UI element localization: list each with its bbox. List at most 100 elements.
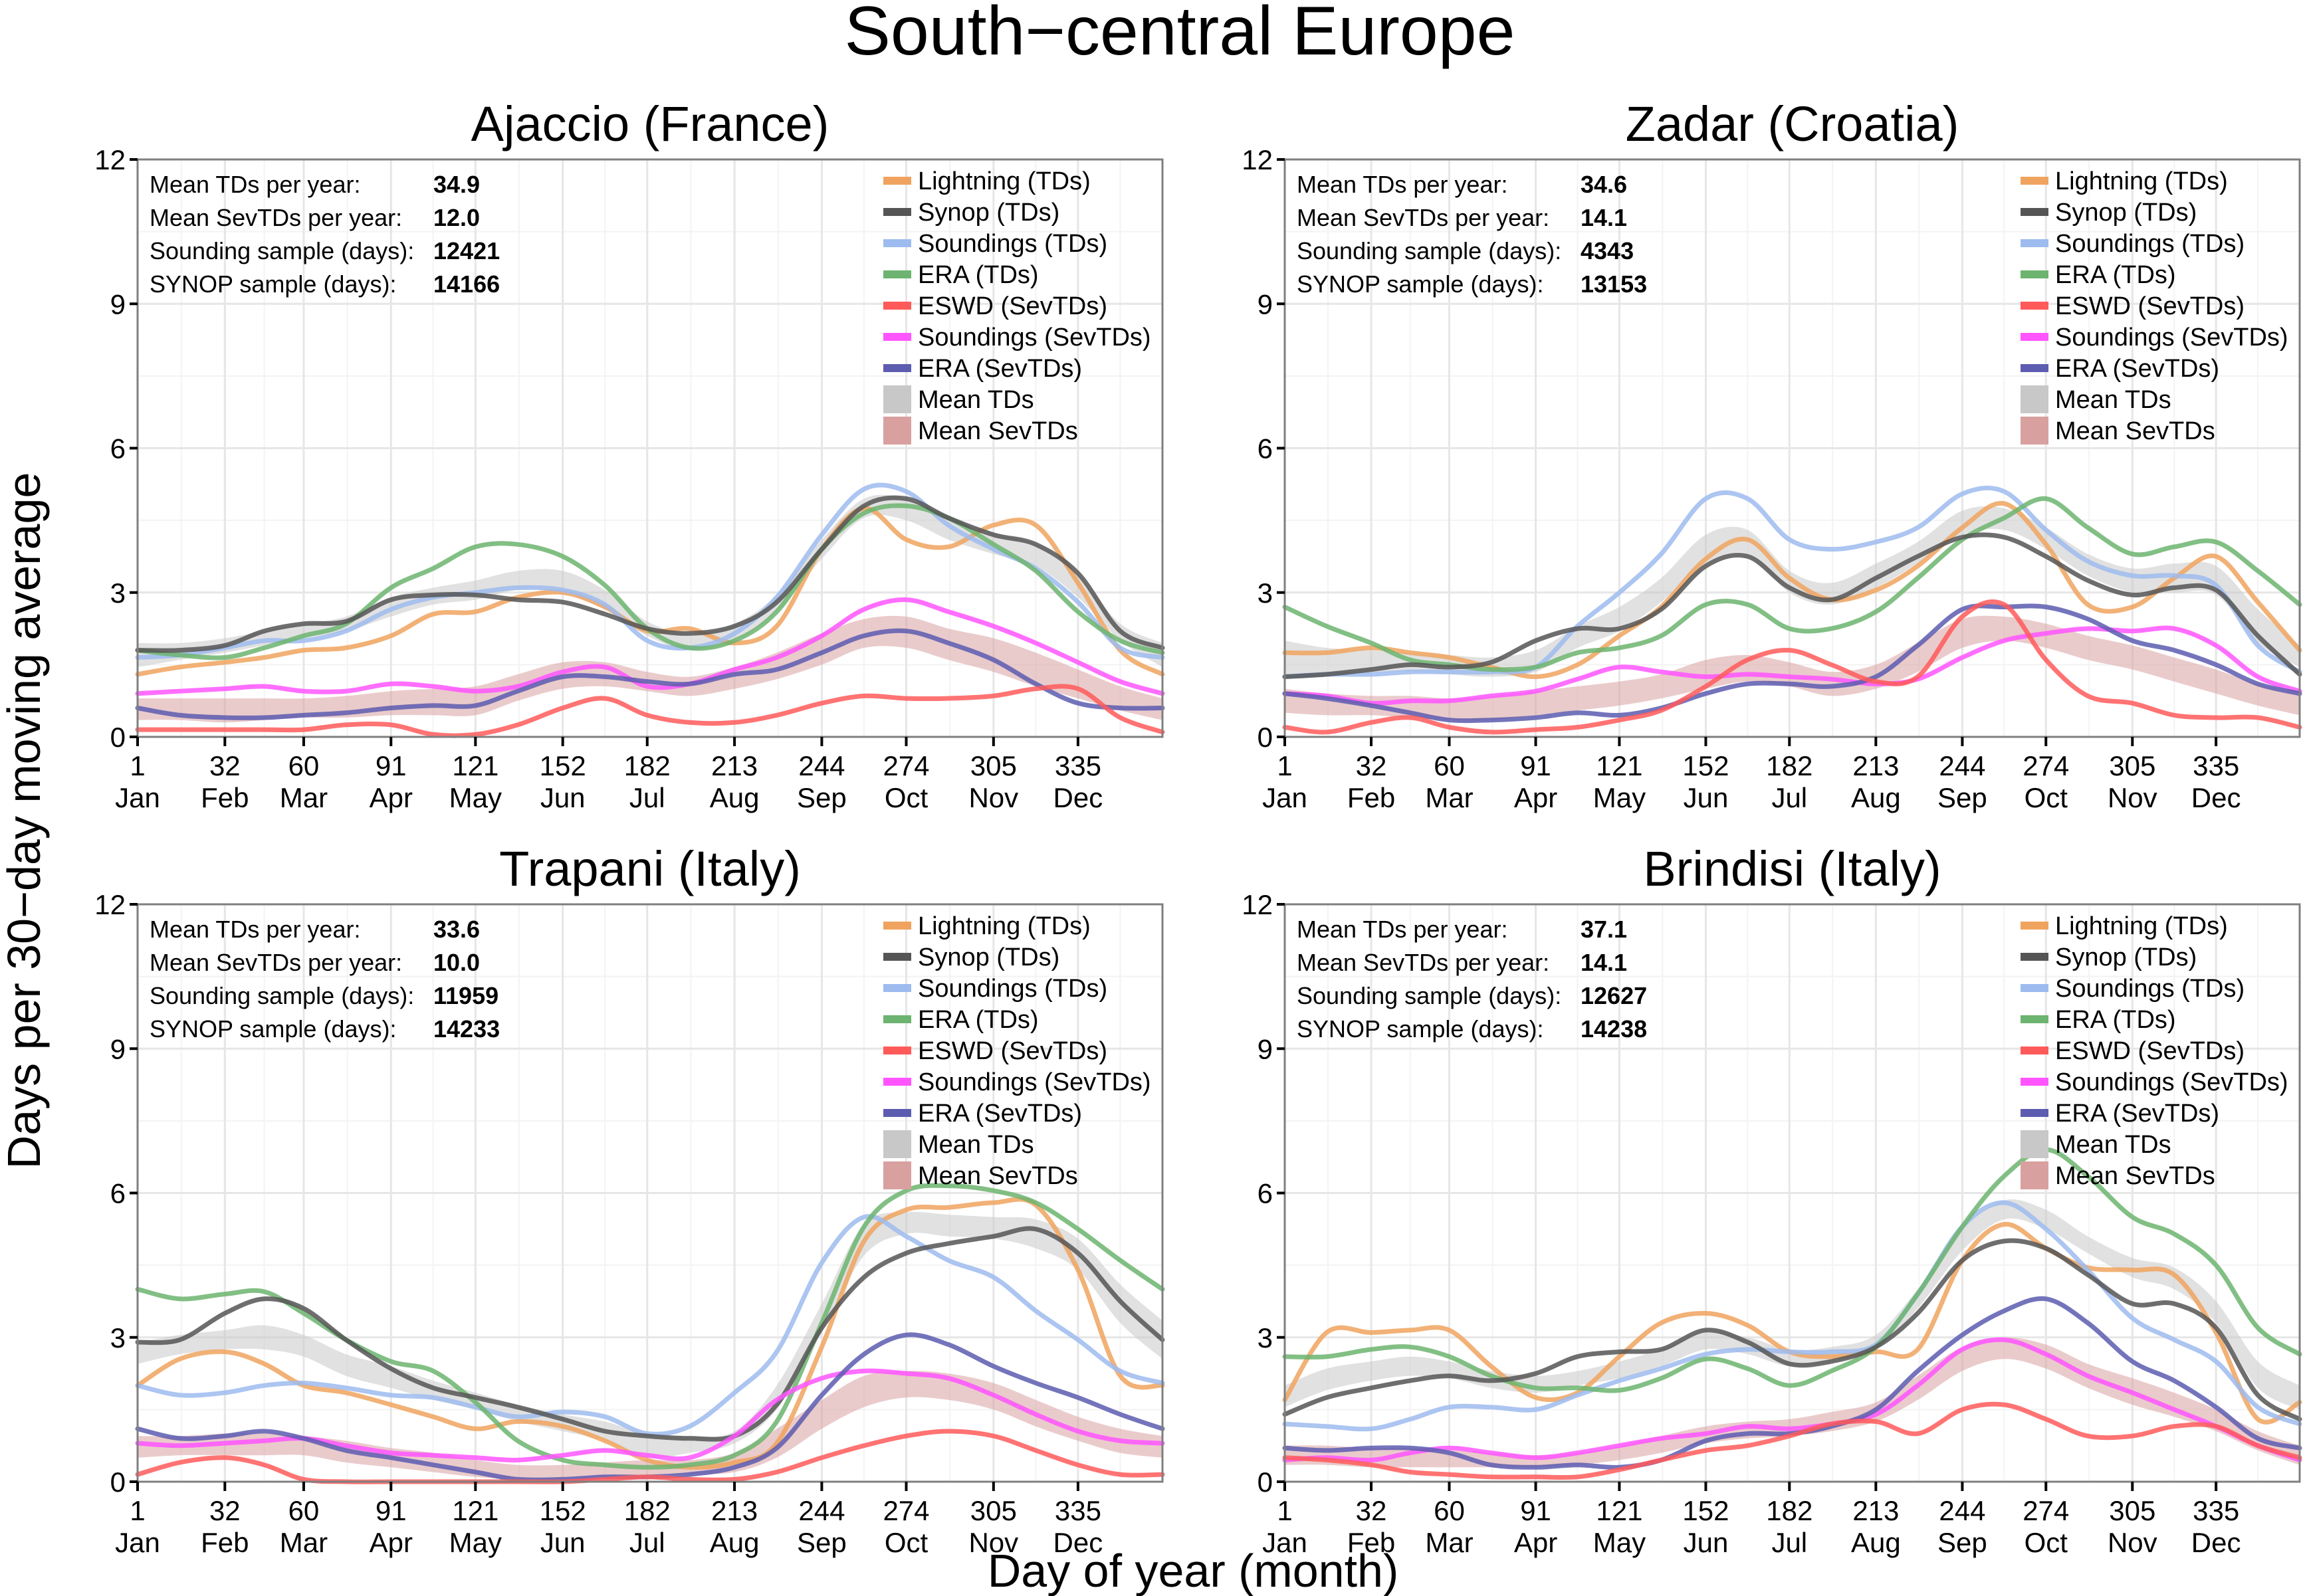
x-tick-label-month: Sep [1937, 782, 1987, 813]
x-tick-label-day: 244 [1939, 750, 1985, 781]
legend-label: ERA (TDs) [918, 1006, 1039, 1034]
legend-key-line [883, 1078, 911, 1086]
y-tick-label: 0 [1258, 722, 1273, 753]
x-tick-label-month: Jul [629, 1527, 665, 1558]
legend-item-era: ERA (TDs) [2021, 1006, 2176, 1034]
legend-key-line [883, 239, 911, 247]
legend-label: Mean SevTDs [918, 1162, 1078, 1190]
series-line-soundings-sev [135, 597, 1165, 696]
legend-key-line [2021, 177, 2048, 185]
x-tick-label-day: 244 [798, 1495, 845, 1526]
legend-item-era-sev: ERA (SevTDs) [2021, 355, 2219, 383]
x-tick-label-day: 60 [288, 1495, 320, 1526]
stat-value-sounding-sample: 4343 [1581, 237, 1634, 264]
x-axis-title: Day of year (month) [988, 1545, 1399, 1596]
legend-key-line [2021, 922, 2048, 930]
stats-annotation: Mean TDs per year: 37.1 Mean SevTDs per ye… [1297, 916, 1647, 1043]
x-tick-label-month: Feb [1347, 782, 1395, 813]
legend-item-era: ERA (TDs) [2021, 261, 2176, 289]
y-tick-label: 12 [1242, 889, 1273, 920]
legend-label: ESWD (SevTDs) [2055, 292, 2245, 320]
series-line-era [135, 1183, 1165, 1470]
x-tick-label-month: Oct [2025, 782, 2068, 813]
x-tick-label-month: Jul [1771, 782, 1807, 813]
legend-key-line [2021, 364, 2048, 372]
legend-label: Mean SevTDs [2055, 1162, 2215, 1190]
legend-label: Mean TDs [918, 1131, 1034, 1159]
legend-item-eswd-sev: ESWD (SevTDs) [883, 1037, 1107, 1065]
legend-key-line [2021, 953, 2048, 961]
series-line-eswd-sev [1282, 599, 2302, 735]
legend-label: Synop (TDs) [918, 944, 1059, 971]
x-tick-label-day: 152 [540, 750, 586, 781]
x-tick-label-month: Mar [280, 782, 328, 813]
x-tick-label-month: May [1593, 782, 1646, 813]
legend-key-line [2021, 1109, 2048, 1117]
legend-key-band [883, 1161, 911, 1189]
x-tick-label-month: Jan [115, 1527, 160, 1558]
legend-item-era: ERA (TDs) [883, 261, 1039, 289]
stat-label-mean-tds: Mean TDs per year: [1297, 171, 1507, 198]
legend-label: Soundings (SevTDs) [2055, 1068, 2288, 1096]
x-tick-label-day: 213 [1852, 750, 1899, 781]
stat-value-mean-tds: 34.6 [1581, 171, 1627, 198]
x-tick-label-month: Nov [2108, 1527, 2157, 1558]
series-line-era [1282, 496, 2302, 672]
series-line-eswd-sev [1282, 1401, 2302, 1480]
series-line-lightning [1282, 1222, 2302, 1425]
main-title: South−central Europe [845, 0, 1515, 70]
x-tick-label-day: 182 [624, 1495, 671, 1526]
x-tick-label-month: Dec [2191, 782, 2241, 813]
legend-item-synop: Synop (TDs) [2021, 944, 2197, 971]
stat-value-mean-tds: 33.6 [433, 916, 480, 943]
series-line-synop [1282, 1238, 2302, 1422]
legend-key-line [883, 1015, 911, 1023]
legend-key-line [883, 270, 911, 278]
y-tick-label: 9 [110, 288, 126, 320]
x-tick-label-day: 152 [540, 1495, 586, 1526]
legend-label: ERA (SevTDs) [2055, 355, 2219, 383]
x-tick-label-month: Aug [710, 782, 760, 813]
y-tick-label: 0 [1258, 1466, 1273, 1498]
legend-item-mean-tds: Mean TDs [2021, 385, 2171, 414]
panel-title: Zadar (Croatia) [1626, 96, 1959, 151]
legend-key-line [2021, 1078, 2048, 1086]
legend-item-mean-tds: Mean TDs [883, 385, 1034, 414]
stat-label-mean-sevtds: Mean SevTDs per year: [1297, 204, 1549, 231]
y-tick-label: 6 [110, 1178, 126, 1209]
x-tick-label-day: 32 [1356, 750, 1387, 781]
x-tick-label-day: 213 [711, 750, 758, 781]
y-tick-label: 3 [110, 1322, 126, 1353]
x-tick-label-month: Dec [1053, 1527, 1103, 1558]
y-tick-label: 0 [110, 722, 126, 753]
y-tick-label: 9 [1258, 1033, 1273, 1064]
legend-key-line [883, 1109, 911, 1117]
y-tick-label: 3 [110, 577, 126, 609]
legend-item-lightning: Lightning (TDs) [2021, 912, 2228, 940]
legend-item-soundings-sev: Soundings (SevTDs) [883, 1068, 1151, 1096]
y-tick-label: 3 [1258, 1322, 1273, 1353]
stat-value-synop-sample: 14233 [433, 1015, 500, 1043]
legend-label: Soundings (SevTDs) [918, 1068, 1151, 1096]
x-tick-label-day: 91 [376, 750, 407, 781]
stat-label-sounding-sample: Sounding sample (days): [1297, 982, 1561, 1009]
x-tick-label-day: 91 [1520, 750, 1551, 781]
legend-key-line [883, 1047, 911, 1054]
x-tick-label-month: Apr [370, 782, 413, 813]
x-tick-label-day: 213 [711, 1495, 758, 1526]
legend-label: ERA (SevTDs) [918, 1100, 1082, 1128]
x-tick-label-day: 335 [2193, 1495, 2239, 1526]
legend-label: ERA (TDs) [2055, 261, 2176, 289]
legend-item-soundings: Soundings (TDs) [2021, 975, 2245, 1003]
stat-value-mean-tds: 37.1 [1581, 916, 1627, 943]
legend-key-line [2021, 984, 2048, 992]
legend-item-era-sev: ERA (SevTDs) [883, 1100, 1082, 1128]
legend-item-synop: Synop (TDs) [883, 199, 1059, 227]
legend-key-line [883, 302, 911, 310]
panel-title: Brindisi (Italy) [1643, 841, 1941, 896]
stat-value-sounding-sample: 11959 [433, 982, 498, 1009]
stat-value-sounding-sample: 12627 [1581, 982, 1647, 1009]
legend-key-band [2021, 417, 2048, 445]
legend-key-line [883, 984, 911, 992]
legend-item-soundings: Soundings (TDs) [2021, 230, 2245, 258]
